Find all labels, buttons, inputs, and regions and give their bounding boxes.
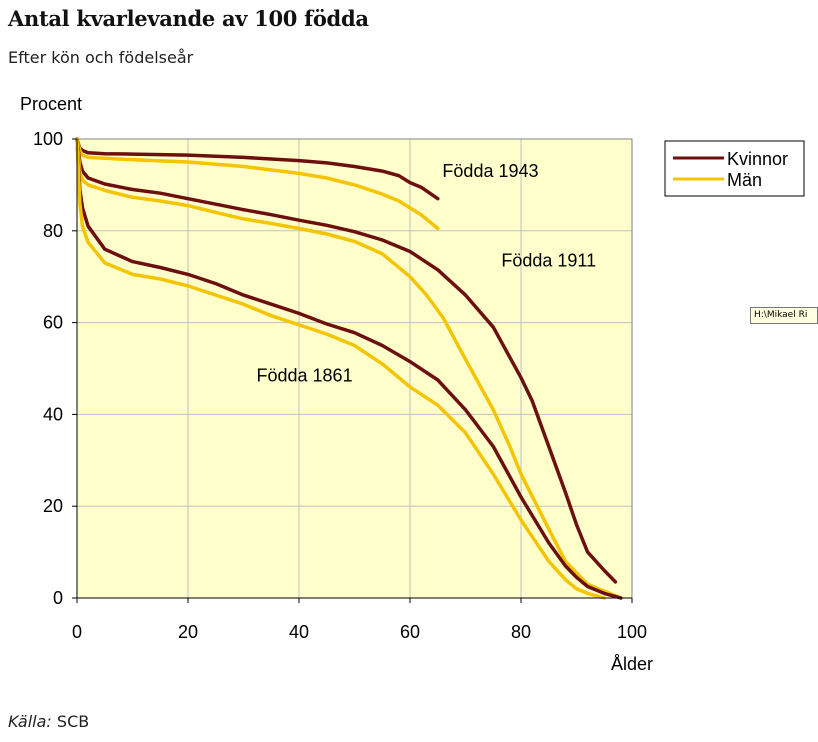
series-line-födda-1861-man [75, 137, 607, 600]
cohort-annotations: Födda 1943 Födda 1911 Födda 1861 [257, 161, 597, 385]
legend: Kvinnor Män [664, 140, 805, 197]
axes [72, 138, 633, 603]
annotation-födda-1861: Födda 1861 [257, 365, 353, 385]
y-tick-label-0: 0 [53, 588, 63, 608]
series-line-födda-1943-kvinnor [75, 137, 440, 201]
annotation-födda-1943: Födda 1943 [442, 161, 538, 181]
source-value: SCB [56, 712, 90, 731]
y-tick-label-60: 60 [43, 313, 63, 333]
x-tick-label-40: 40 [289, 622, 309, 642]
source-note: Källa: SCB [8, 712, 89, 731]
series-lines [75, 137, 623, 600]
chart-subtitle: Efter kön och födelseår [8, 48, 194, 67]
chart-title: Antal kvarlevande av 100 födda [8, 6, 369, 31]
file-path-tooltip: H:\Mikael Ri [750, 307, 818, 324]
y-axis-label: Procent [20, 94, 82, 114]
legend-label-man: Män [727, 170, 762, 190]
y-tick-label-80: 80 [43, 221, 63, 241]
x-tick-label-20: 20 [178, 622, 198, 642]
x-tick-label-80: 80 [511, 622, 531, 642]
series-line-födda-1861-kvinnor [75, 137, 623, 600]
x-axis-label: Ålder [611, 654, 653, 674]
annotation-födda-1911: Födda 1911 [501, 251, 596, 271]
y-tick-label-40: 40 [43, 404, 63, 424]
series-line-födda-1911-kvinnor [75, 137, 618, 584]
y-tick-label-20: 20 [43, 496, 63, 516]
legend-label-kvinnor: Kvinnor [727, 149, 788, 169]
x-tick-label-60: 60 [400, 622, 420, 642]
y-tick-label-100: 100 [33, 129, 63, 149]
x-tick-label-0: 0 [72, 622, 82, 642]
series-line-födda-1911-man [75, 137, 623, 600]
tick-labels: 0 20 40 60 80 100 0 20 40 60 80 100 [33, 129, 647, 642]
series-line-födda-1943-man [75, 137, 440, 231]
x-tick-label-100: 100 [617, 622, 647, 642]
legend-box [664, 140, 805, 197]
source-label: Källa: [8, 712, 52, 731]
gridlines [77, 139, 632, 598]
plot-area [77, 139, 632, 598]
